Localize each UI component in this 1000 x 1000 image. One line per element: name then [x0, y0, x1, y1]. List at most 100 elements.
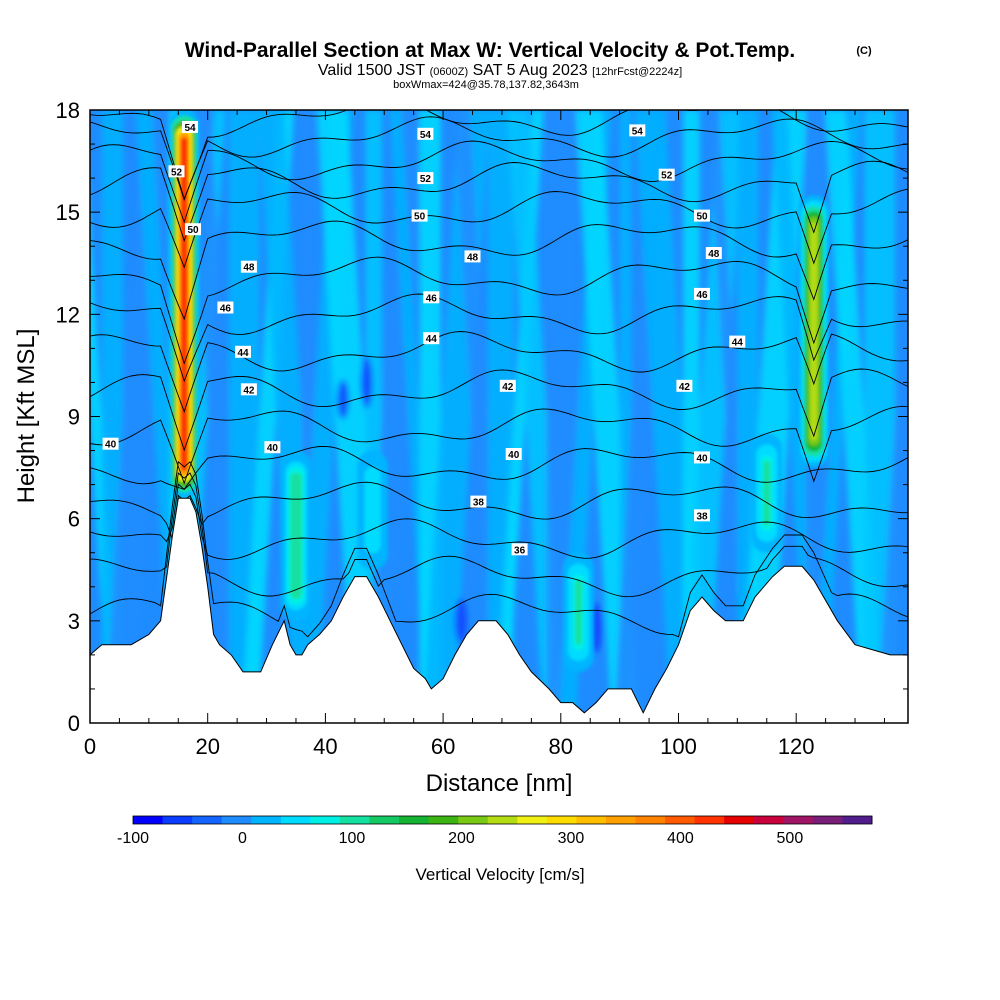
contour-label-text: 48 [467, 252, 479, 263]
colorbar-tick-label: 0 [238, 830, 247, 847]
colorbar-label: Vertical Velocity [cm/s] [415, 865, 584, 884]
updraft-core [575, 579, 582, 645]
x-axis-label: Distance [nm] [426, 770, 573, 797]
contour-label-text: 46 [696, 290, 708, 301]
contour-label: 44 [235, 345, 251, 359]
theta-contour-line [90, 110, 908, 201]
contour-label-text: 54 [420, 130, 432, 141]
contour-label-bg [676, 379, 693, 392]
contour-label: 44 [729, 335, 746, 349]
velocity-field [90, 110, 908, 723]
contour-label-bg [217, 301, 234, 314]
contour-label: 42 [499, 379, 516, 393]
contour-label-text: 40 [267, 443, 279, 454]
contour-label-text: 46 [220, 304, 232, 315]
contour-label-bg [411, 209, 428, 222]
updraft-core [369, 477, 376, 543]
contour-label-bg [417, 127, 434, 140]
theta-contour-line [90, 472, 908, 598]
contour-label-bg [102, 437, 119, 450]
updraft-core [763, 460, 771, 526]
colorbar-swatch [399, 816, 430, 824]
contour-label-text: 42 [243, 385, 255, 396]
contour-label: 46 [423, 291, 440, 304]
theta-contour-line [90, 256, 908, 365]
theta-contour-line [90, 483, 908, 560]
contour-label: 48 [705, 247, 722, 260]
contour-label-bg [423, 291, 440, 304]
contour-label-text: 44 [426, 334, 438, 345]
contour-label: 38 [694, 509, 710, 522]
velocity-band [877, 196, 908, 723]
contour-label: 42 [676, 379, 693, 393]
colorbar-swatch [133, 816, 164, 824]
contour-label: 36 [511, 543, 528, 556]
contour-label-bg [694, 451, 710, 464]
colorbar-swatch [812, 816, 843, 824]
contour-label-text: 52 [661, 171, 673, 182]
colorbar-tick-label: 100 [339, 830, 366, 847]
contour-label-bg [705, 247, 722, 259]
terrain [90, 497, 908, 723]
copyright-mark: (C) [856, 45, 872, 57]
contour-label-text: 40 [696, 453, 708, 464]
colorbar-swatch [428, 816, 459, 824]
colorbar-swatch [487, 816, 518, 824]
contour-label-text: 48 [243, 263, 255, 274]
contour-label-bg [694, 287, 710, 300]
updraft-core [292, 477, 300, 594]
y-tick-label: 0 [68, 711, 80, 736]
contour-labels: 54 52 50 48 46 44 42 40 40 54 52 50 48 46 44 42 40 38 36 54… [102, 121, 746, 556]
x-tick-label: 120 [778, 734, 815, 759]
colorbar-swatch [783, 816, 814, 824]
contour-label-text: 38 [696, 511, 708, 522]
y-axis-label: Height [Kft MSL] [13, 329, 40, 504]
colorbar-swatch [842, 816, 873, 824]
contour-label-bg [694, 509, 710, 522]
downdraft-pocket [337, 379, 350, 420]
y-tick-label: 9 [68, 405, 80, 430]
theta-contour-line [90, 188, 908, 269]
contour-label-text: 42 [679, 382, 691, 393]
contour-label-bg [470, 495, 487, 508]
colorbar-swatch [310, 816, 341, 824]
contour-label-bg [417, 172, 434, 185]
contour-label-bg [168, 165, 185, 178]
contour-label-text: 46 [426, 293, 438, 304]
colorbar-swatch [665, 816, 696, 824]
theta-contours [90, 110, 908, 638]
contour-label-bg [182, 121, 198, 133]
plot-area: 54 52 50 48 46 44 42 40 40 54 52 50 48 46 44 42 40 38 36 54… [90, 110, 908, 723]
theta-contour-line [90, 368, 908, 452]
contour-label: 54 [629, 124, 646, 137]
contour-label: 38 [470, 495, 487, 509]
colorbar-tick-label: 200 [448, 830, 475, 847]
contour-label: 50 [185, 223, 201, 236]
contour-label: 48 [240, 260, 257, 274]
contour-label-bg [264, 441, 281, 454]
colorbar-swatch [369, 816, 400, 824]
contour-label-bg [729, 335, 746, 348]
colorbar-tick-label: 400 [667, 830, 694, 847]
colorbar-swatch [162, 816, 193, 824]
contour-label: 48 [464, 250, 481, 263]
contour-label-text: 40 [508, 450, 520, 461]
contour-label-text: 50 [187, 225, 199, 236]
colorbar-swatch [724, 816, 755, 824]
colorbar-swatch [221, 816, 252, 824]
box-info: boxWmax=424@35.78,137.82,3643m [393, 79, 579, 91]
contour-label-text: 36 [514, 545, 526, 556]
x-tick-label: 80 [549, 734, 573, 759]
colorbar-swatch [753, 816, 784, 824]
x-tick-label: 40 [313, 734, 337, 759]
contour-label: 46 [217, 301, 234, 315]
colorbar-tick-label: 300 [558, 830, 585, 847]
chart-title: Wind-Parallel Section at Max W: Vertical… [185, 39, 796, 62]
theta-contour-line [90, 116, 908, 201]
contour-label-text: 52 [420, 174, 432, 185]
chart-subtitle: Valid 1500 JST (0600Z) SAT 5 Aug 2023 [1… [318, 62, 682, 79]
contour-label-bg [694, 209, 710, 222]
contour-label: 54 [182, 121, 198, 134]
contour-label-bg [185, 223, 201, 236]
